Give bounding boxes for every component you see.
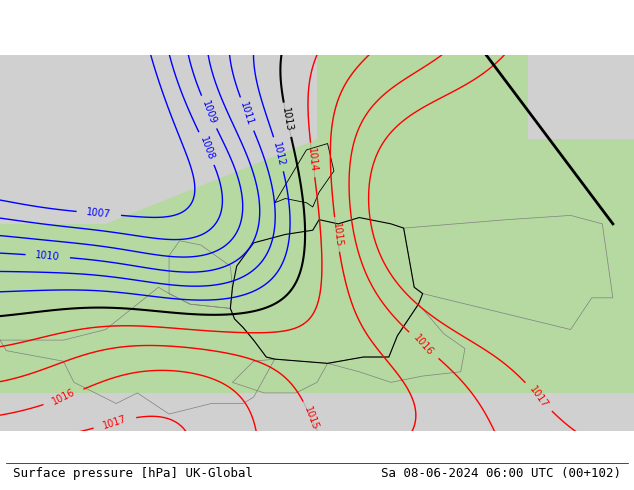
Text: 1016: 1016 — [412, 333, 436, 358]
Text: 1017: 1017 — [527, 384, 550, 410]
Text: 1015: 1015 — [302, 405, 320, 431]
Text: 1010: 1010 — [35, 250, 60, 262]
Text: 1009: 1009 — [200, 99, 217, 125]
Polygon shape — [528, 55, 634, 139]
Polygon shape — [0, 393, 634, 435]
Text: 1013: 1013 — [280, 107, 294, 133]
Polygon shape — [0, 55, 634, 435]
Text: 1014: 1014 — [306, 147, 319, 172]
Text: 1015: 1015 — [330, 221, 343, 247]
Text: 1012: 1012 — [271, 141, 287, 167]
Text: 1008: 1008 — [198, 135, 216, 162]
Text: 1016: 1016 — [51, 388, 77, 407]
Text: 1007: 1007 — [86, 207, 112, 220]
Polygon shape — [0, 55, 317, 224]
Text: 1011: 1011 — [238, 101, 256, 127]
Bar — [0, 431, 634, 456]
Text: 1017: 1017 — [101, 414, 128, 431]
Text: Surface pressure [hPa] UK-Global: Surface pressure [hPa] UK-Global — [13, 467, 253, 480]
Text: Sa 08-06-2024 06:00 UTC (00+102): Sa 08-06-2024 06:00 UTC (00+102) — [381, 467, 621, 480]
